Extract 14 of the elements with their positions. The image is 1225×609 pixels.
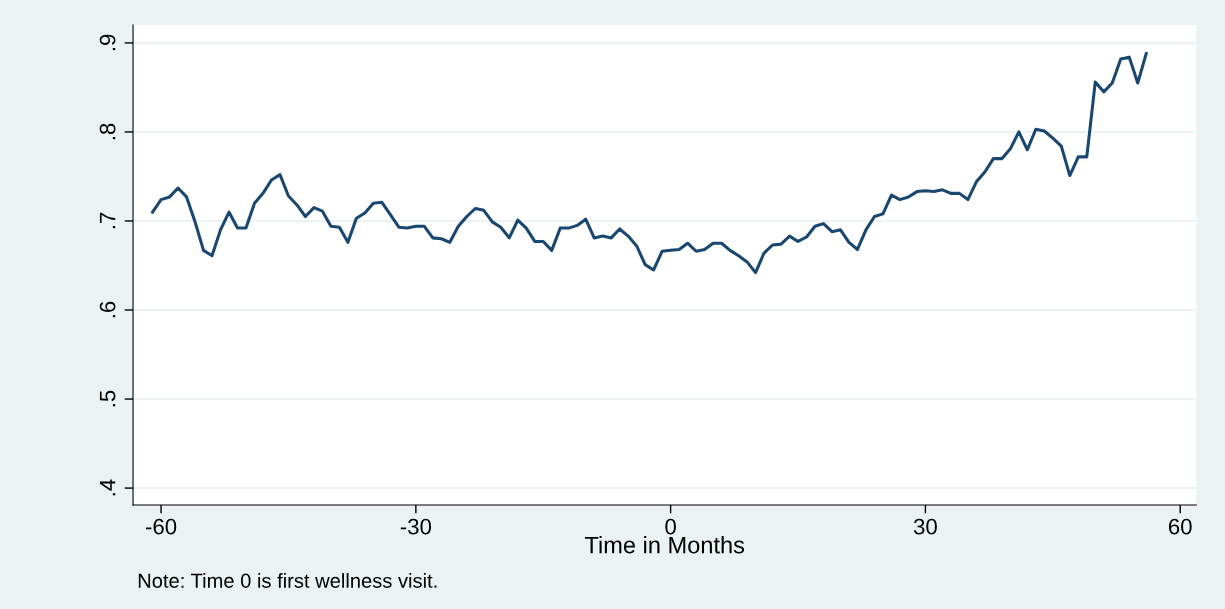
y-tick-label: .4 [99,479,116,496]
line-series [151,52,1148,275]
text: Note: Time 0 is first wellness visit. [138,573,437,588]
y-tick-label: .6 [99,301,116,318]
y-tick-label: .5 [99,390,116,407]
y-tick-label: .9 [99,34,116,51]
y-tick-label: .7 [99,212,116,229]
x-tick-label: 0 [665,518,676,535]
x-tick-label: 30 [913,518,937,535]
x-axis-title: Time in Months [584,536,745,554]
x-tick-label: -60 [145,518,177,535]
x-tick-label: 60 [1168,518,1192,535]
y-tick-label: .8 [99,123,116,140]
x-tick-label: -30 [400,518,432,535]
